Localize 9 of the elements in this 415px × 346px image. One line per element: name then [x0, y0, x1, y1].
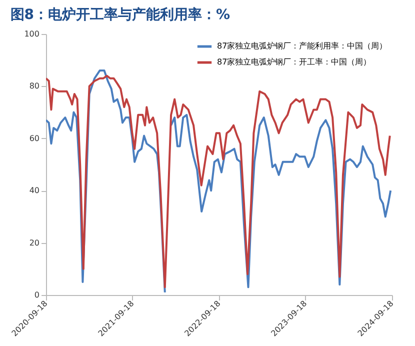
y-tick-label: 40 — [29, 186, 40, 196]
y-tick-label: 80 — [29, 82, 40, 91]
y-tick-label: 100 — [24, 30, 40, 38]
legend-label: 87家独立电弧炉钢厂：产能利用率：中国（周） — [217, 42, 388, 50]
chart-title: 图8：电炉开工率与产能利用率：% — [10, 6, 230, 23]
y-tick-label: 0 — [34, 290, 40, 300]
y-tick-label: 60 — [29, 134, 40, 143]
legend-label: 87家独立电弧炉钢厂：开工率：中国（周） — [217, 58, 372, 66]
y-tick-label: 20 — [29, 238, 40, 248]
